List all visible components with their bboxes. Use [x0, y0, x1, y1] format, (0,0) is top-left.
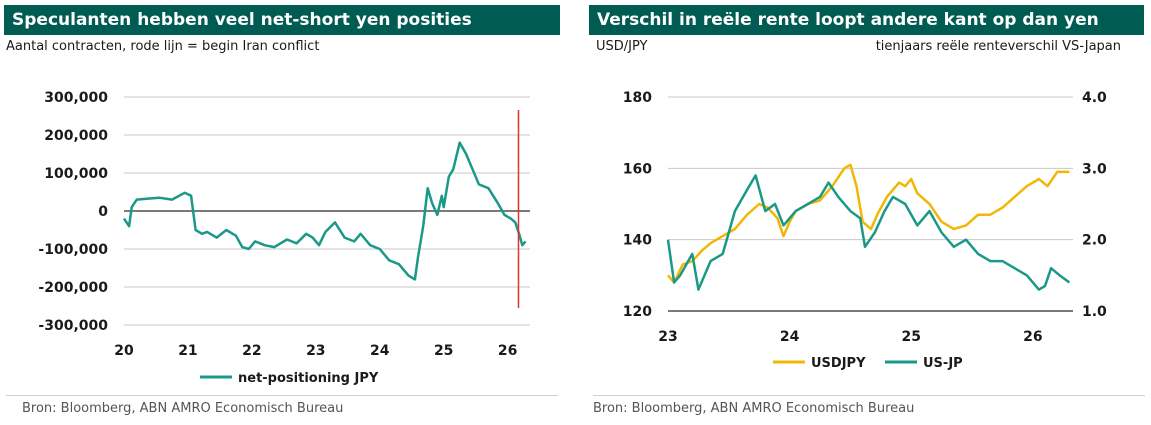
x-tick-label: 24: [780, 329, 800, 345]
right-source: Bron: Bloomberg, ABN AMRO Economisch Bur…: [593, 401, 915, 416]
y-tick-label: 0: [98, 204, 108, 220]
y-tick-label-left: 140: [623, 233, 652, 249]
right-divider: [593, 395, 1145, 396]
y-tick-label: 300,000: [44, 90, 108, 106]
y-tick-label-right: 4.0: [1082, 90, 1107, 106]
y-tick-label: -300,000: [38, 318, 108, 334]
x-tick-label: 20: [114, 343, 134, 359]
y-tick-label: -100,000: [38, 242, 108, 258]
x-tick-label: 22: [242, 343, 261, 359]
y-tick-label-right: 2.0: [1082, 233, 1107, 249]
right-chart-subtitle-right: tienjaars reële renteverschil VS-Japan: [875, 39, 1121, 54]
x-tick-label: 26: [1023, 329, 1042, 345]
x-tick-label: 26: [498, 343, 517, 359]
x-tick-label: 24: [370, 343, 390, 359]
y-tick-label-left: 160: [623, 161, 652, 177]
series-line-net-positioning-jpy: [122, 141, 527, 281]
x-tick-label: 21: [178, 343, 197, 359]
y-tick-label-left: 120: [623, 304, 652, 320]
legend-label-usdjpy: USDJPY: [811, 356, 866, 371]
y-tick-label-right: 3.0: [1082, 161, 1107, 177]
y-tick-label: -200,000: [38, 280, 108, 296]
y-tick-label: 200,000: [44, 128, 108, 144]
left-chart-subtitle: Aantal contracten, rode lijn = begin Ira…: [6, 39, 320, 54]
left-panel: Speculanten hebben veel net-short yen po…: [0, 0, 562, 425]
x-tick-label: 25: [902, 329, 921, 345]
y-tick-label: 100,000: [44, 166, 108, 182]
x-tick-label: 23: [306, 343, 325, 359]
left-chart: 300,000 200,000 100,000 0 -100,000 -200,000 -3…: [38, 90, 530, 386]
series-line-usdjpy: [667, 163, 1070, 284]
left-source: Bron: Bloomberg, ABN AMRO Economisch Bur…: [22, 401, 344, 416]
x-tick-label: 23: [658, 329, 677, 345]
legend-label-us-jp: US-JP: [923, 356, 963, 371]
left-divider: [6, 395, 558, 396]
right-panel: Verschil in reële rente loopt andere kan…: [589, 0, 1151, 425]
right-chart-subtitle-left: USD/JPY: [596, 39, 648, 54]
right-chart: 120 140 160 180 1.0 2.0 3.0 4.0 23 24 25 26 USDJPY US…: [623, 90, 1107, 371]
x-tick-label: 25: [434, 343, 453, 359]
legend-label-net-positioning-jpy: net-positioning JPY: [238, 371, 379, 386]
right-chart-title: Verschil in reële rente loopt andere kan…: [589, 5, 1144, 35]
y-tick-label-left: 180: [623, 90, 652, 106]
series-line-us-jp: [666, 174, 1071, 291]
y-tick-label-right: 1.0: [1082, 304, 1107, 320]
left-chart-title: Speculanten hebben veel net-short yen po…: [4, 5, 560, 35]
